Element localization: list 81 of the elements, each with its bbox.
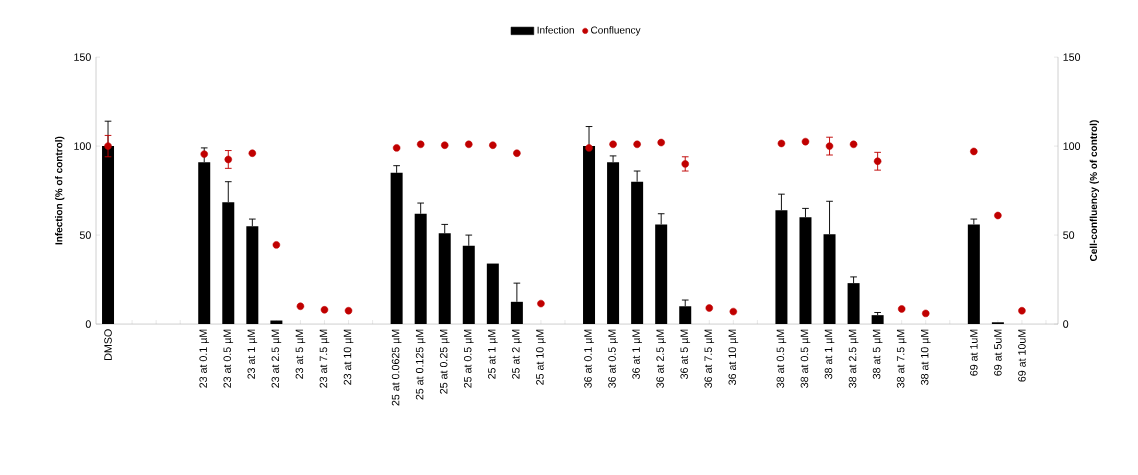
x-tick-label: 25 at 1 µM [488, 329, 498, 379]
y2-tick-label: 150 [1063, 53, 1081, 61]
point [537, 299, 545, 308]
x-tick-label: 23 at 1 µM [247, 329, 258, 379]
point [922, 309, 930, 318]
bar [486, 263, 499, 325]
point [392, 144, 401, 152]
y-tick-label: 150 [74, 53, 91, 61]
point [994, 211, 1002, 220]
legend-label: Infection [537, 26, 574, 34]
x-tick-label: 36 at 0.1 µM [584, 329, 594, 388]
x-tick-label: 38 at 2.5 µM [848, 329, 859, 388]
y-axis-title: Infection (% of control) [55, 136, 65, 245]
x-tick-label: 25 at 0.5 µM [463, 329, 474, 388]
y-tick-label: 100 [74, 142, 91, 150]
point [513, 149, 521, 157]
x-tick-label: 23 at 7.5 µM [319, 329, 330, 388]
point [224, 155, 233, 164]
y-tick-label: 0 [85, 320, 91, 328]
x-tick-label: 36 at 7.5 µM [704, 329, 715, 388]
legend-label: Confluency [591, 26, 641, 36]
x-tick-label: 69 at 5uM [994, 329, 1002, 376]
point [777, 139, 786, 148]
x-tick-label: 23 at 5 µM [295, 329, 306, 379]
x-tick-label: 38 at 0.5 µM [776, 329, 787, 388]
point [465, 140, 473, 149]
y2-tick-label: 0 [1063, 320, 1069, 328]
point [585, 144, 593, 152]
x-tick-label: 36 at 1 µM [632, 329, 642, 379]
x-tick-label: 38 at 5 µM [872, 329, 883, 379]
y-tick-label: 50 [79, 231, 91, 239]
point [200, 150, 208, 158]
x-tick-label: 38 at 1 µM [824, 329, 835, 379]
point [320, 306, 329, 314]
y2-axis-title: Cell-confluency (% of control) [1089, 120, 1099, 262]
x-tick-label: 69 at 1uM [970, 329, 978, 376]
x-tick-label: 25 at 0.0625 µM [391, 329, 402, 406]
x-tick-label: 36 at 5 µM [680, 329, 691, 379]
x-tick-label: 25 at 0.125 µM [415, 329, 426, 400]
point [272, 241, 281, 249]
point [416, 140, 425, 149]
x-tick-label: 23 at 10 µM [343, 329, 354, 385]
point [657, 138, 665, 147]
bar [102, 146, 115, 325]
point [248, 149, 257, 157]
x-tick-label: 38 at 7.5 µM [896, 329, 907, 388]
point [849, 140, 858, 149]
x-tick-label: 69 at 10uM [1018, 329, 1026, 382]
point [489, 141, 497, 149]
x-tick-label: 38 at 10 µM [920, 329, 931, 385]
point [825, 142, 834, 150]
point [873, 157, 882, 165]
x-tick-label: 25 at 2 µM [512, 329, 522, 379]
y2-tick-label: 100 [1063, 142, 1081, 150]
x-tick-label: 36 at 10 µM [728, 329, 739, 385]
point [705, 304, 714, 312]
point [104, 142, 112, 150]
point [344, 306, 353, 315]
x-tick-label: DMSO [104, 329, 112, 360]
point [970, 147, 978, 156]
bar [871, 315, 884, 325]
x-tick-label: 36 at 2.5 µM [656, 329, 667, 388]
point [681, 160, 689, 168]
x-tick-label: 23 at 2.5 µM [271, 329, 282, 388]
x-tick-label: 23 at 0.5 µM [223, 329, 234, 388]
point [801, 137, 810, 146]
x-tick-label: 23 at 0.1 µM [199, 329, 210, 388]
point [729, 307, 738, 316]
x-tick-label: 38 at 0.5 µM [800, 329, 811, 388]
point [440, 141, 449, 149]
x-tick-label: 36 at 0.5 µM [608, 329, 618, 388]
point [897, 305, 906, 313]
bar [583, 146, 596, 325]
point [633, 140, 641, 149]
x-tick-label: 25 at 10 µM [536, 329, 546, 385]
point [1018, 306, 1026, 315]
x-tick-label: 25 at 0.25 µM [439, 329, 450, 394]
y2-tick-label: 50 [1063, 231, 1075, 239]
point [296, 302, 305, 310]
bar [967, 224, 980, 325]
point [609, 140, 617, 149]
